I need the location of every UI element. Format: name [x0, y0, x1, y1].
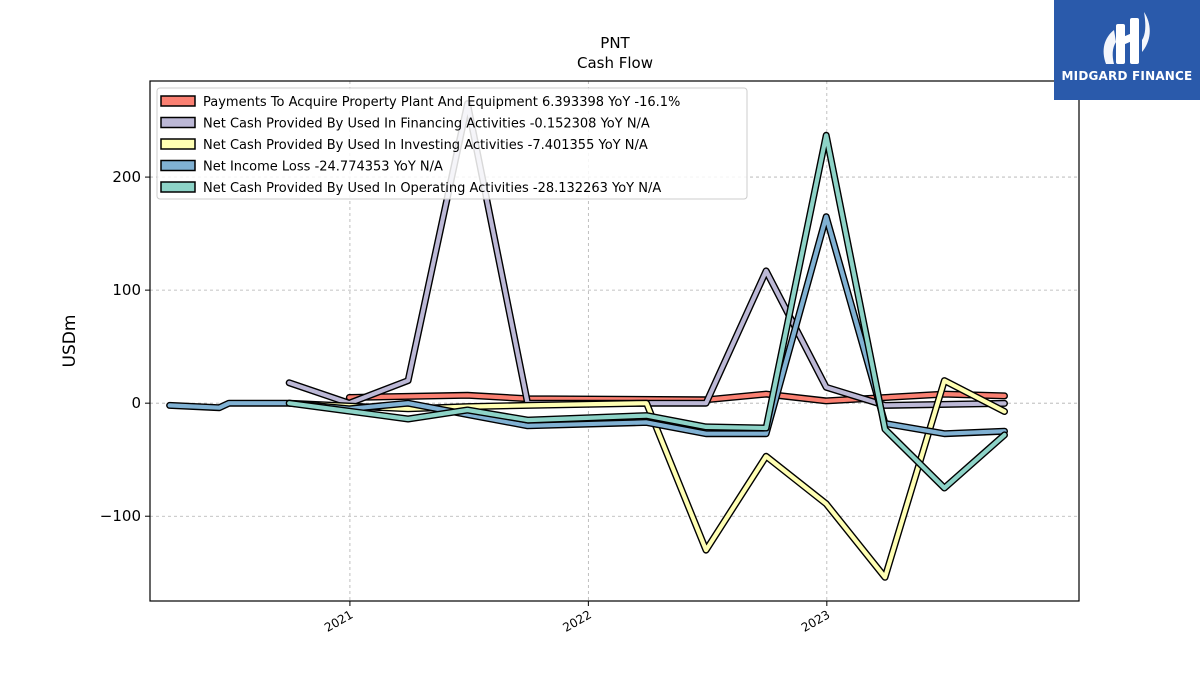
y-axis-label: USDm	[60, 315, 80, 368]
y-tick-label: 0	[131, 394, 141, 412]
chart-title: PNT	[600, 34, 630, 52]
series-line-stroke	[287, 133, 1007, 491]
y-tick-label: 100	[112, 281, 141, 299]
legend-item: Net Income Loss -24.774353 YoY N/A	[160, 159, 443, 175]
legend-label: Net Cash Provided By Used In Investing A…	[203, 138, 648, 153]
y-tick-label: −100	[100, 507, 141, 525]
x-tick-label: 2023	[799, 607, 832, 634]
legend: Payments To Acquire Property Plant And E…	[156, 87, 748, 200]
legend-item: Net Cash Provided By Used In Operating A…	[160, 181, 661, 196]
legend-label: Payments To Acquire Property Plant And E…	[203, 95, 680, 110]
midgard-finance-logo: MIDGARD FINANCE	[1054, 0, 1200, 100]
legend-label: Net Cash Provided By Used In Operating A…	[203, 181, 661, 196]
legend-box	[156, 87, 748, 200]
series-line-1	[345, 390, 1008, 405]
logo-text: MIDGARD FINANCE	[1061, 69, 1193, 83]
chart-subtitle: Cash Flow	[577, 54, 653, 72]
legend-label: Net Income Loss -24.774353 YoY N/A	[203, 160, 443, 175]
legend-item: Payments To Acquire Property Plant And E…	[160, 95, 680, 110]
legend-swatch	[160, 181, 196, 193]
series-line-3	[285, 377, 1008, 581]
y-tick-label: 200	[112, 168, 141, 186]
legend-swatch	[160, 116, 196, 129]
x-tick-label: 2022	[560, 607, 593, 634]
plot-area-frame	[149, 80, 1080, 602]
legend-label: Net Cash Provided By Used In Financing A…	[203, 117, 650, 132]
series-line-stroke	[347, 392, 1007, 403]
legend-swatch	[160, 138, 196, 150]
series-line-stroke	[167, 214, 1007, 436]
legend-item: Net Cash Provided By Used In Financing A…	[160, 116, 650, 132]
legend-swatch	[160, 95, 196, 107]
series-line-4	[166, 213, 1008, 438]
series-line-5	[285, 131, 1008, 492]
series-lines	[166, 100, 1008, 581]
x-tick-label: 2021	[322, 607, 355, 634]
legend-item: Net Cash Provided By Used In Investing A…	[160, 138, 648, 153]
midgard-logo-icon	[1103, 12, 1150, 64]
legend-swatch	[160, 159, 196, 172]
